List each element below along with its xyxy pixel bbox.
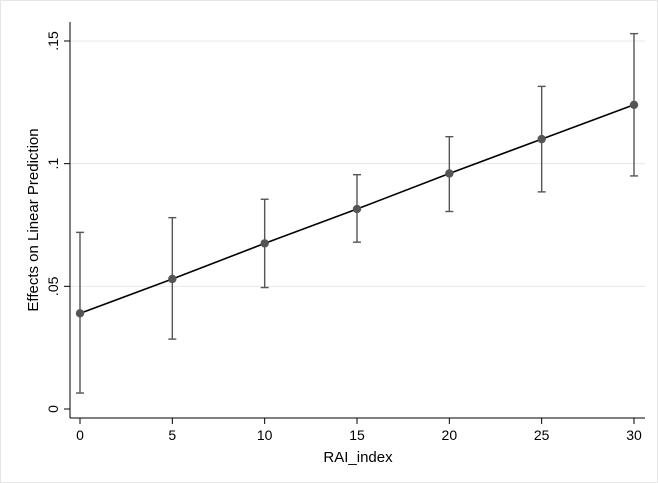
x-tick-label-6: 30	[626, 427, 642, 443]
y-tick-label-2: .1	[45, 158, 61, 170]
axes	[64, 22, 645, 424]
x-tick-label-4: 20	[442, 427, 458, 443]
grid-lines	[70, 40, 645, 287]
data-point-5	[537, 134, 546, 144]
x-tick-label-2: 10	[257, 427, 273, 443]
data-point-1	[168, 274, 177, 284]
y-axis-label: Effects on Linear Prediction	[25, 128, 42, 311]
y-tick-label-3: .15	[45, 31, 61, 51]
data-points	[75, 100, 639, 318]
x-axis-label: RAI_index	[323, 449, 393, 466]
x-tick-label-1: 5	[168, 427, 176, 443]
x-tick-label-5: 25	[534, 427, 550, 443]
data-point-0	[75, 309, 85, 318]
error-bars	[76, 32, 638, 394]
data-point-2	[260, 239, 269, 248]
y-tick-label-0: 0	[45, 405, 61, 413]
data-point-4	[445, 169, 454, 178]
data-point-6	[629, 100, 639, 109]
x-tick-label-0: 0	[76, 427, 84, 443]
x-tick-label-3: 15	[349, 427, 365, 443]
y-tick-label-1: .05	[45, 276, 61, 296]
tick-labels: 0 .05 .1 .15 0 5 10 15 20 25 30	[45, 31, 642, 443]
data-point-3	[352, 204, 362, 214]
